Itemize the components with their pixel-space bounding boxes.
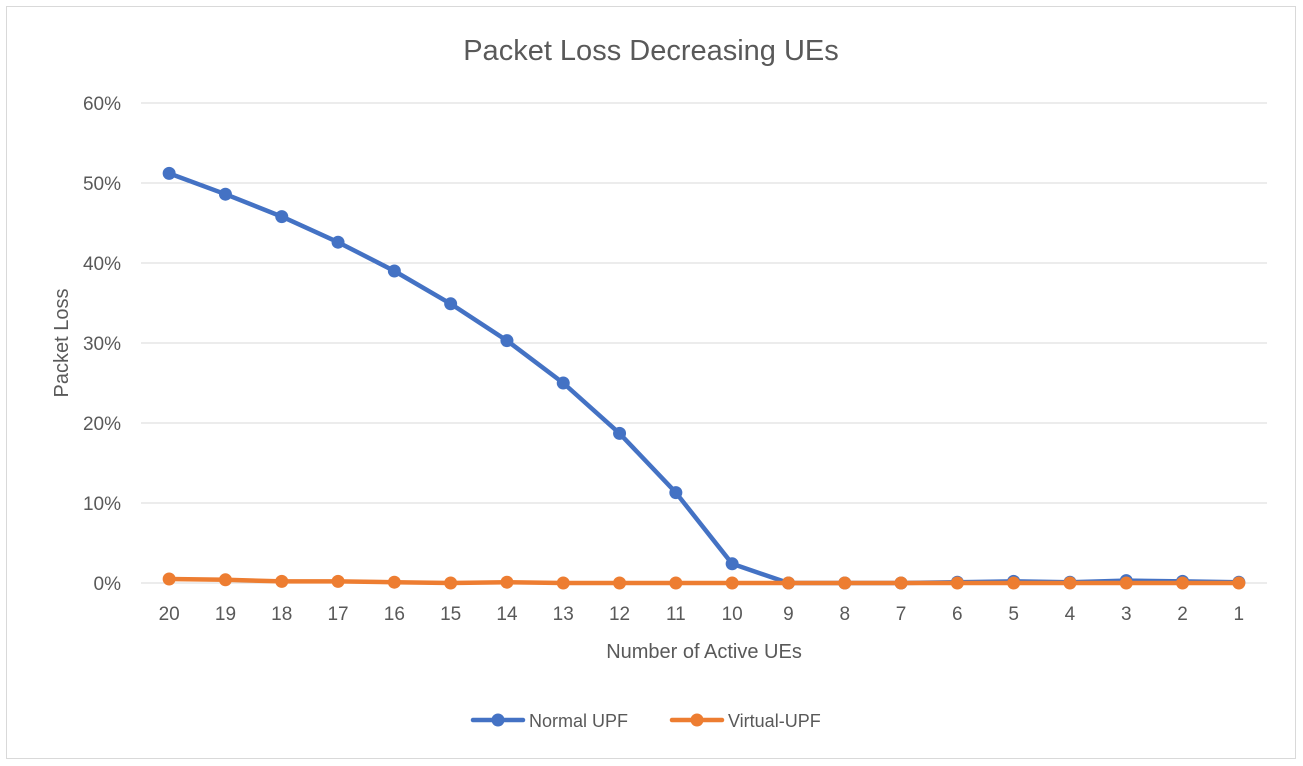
data-point bbox=[444, 576, 458, 590]
x-tick-label: 1 bbox=[1234, 604, 1245, 625]
data-point bbox=[781, 576, 795, 590]
x-tick-label: 9 bbox=[783, 604, 794, 625]
y-tick-label: 20% bbox=[83, 414, 121, 435]
data-point bbox=[218, 573, 232, 587]
data-point bbox=[162, 166, 176, 180]
data-point bbox=[387, 575, 401, 589]
legend-marker bbox=[690, 713, 704, 727]
x-tick-label: 17 bbox=[327, 604, 348, 625]
gridlines bbox=[141, 102, 1267, 584]
legend-label: Virtual-UPF bbox=[728, 711, 821, 731]
y-tick-label: 40% bbox=[83, 254, 121, 275]
legend-item: Normal UPF bbox=[470, 711, 628, 731]
data-point bbox=[1063, 576, 1077, 590]
series-line bbox=[166, 171, 1242, 586]
data-point bbox=[162, 572, 176, 586]
legend: Normal UPF Virtual-UPF bbox=[470, 711, 821, 731]
data-point bbox=[669, 486, 683, 500]
x-tick-label: 13 bbox=[553, 604, 574, 625]
y-tick-labels: 0% 10% 20% 30% 40% 50% 60% bbox=[83, 94, 121, 595]
data-point bbox=[275, 210, 289, 224]
data-point bbox=[500, 575, 514, 589]
x-tick-labels: 20 19 18 17 16 15 14 13 12 11 10 9 8 7 6 5 4 3 2 1 bbox=[159, 604, 1245, 625]
x-tick-label: 11 bbox=[666, 604, 686, 625]
data-point bbox=[1119, 576, 1133, 590]
y-tick-label: 10% bbox=[83, 494, 121, 515]
data-point bbox=[331, 235, 345, 249]
x-tick-label: 12 bbox=[609, 604, 630, 625]
data-point bbox=[894, 576, 908, 590]
x-tick-label: 6 bbox=[952, 604, 963, 625]
data-point bbox=[500, 334, 514, 348]
chart-title: Packet Loss Decreasing UEs bbox=[463, 35, 839, 67]
data-point bbox=[613, 576, 627, 590]
x-tick-label: 8 bbox=[839, 604, 850, 625]
data-point bbox=[838, 576, 852, 590]
y-axis-label: Packet Loss bbox=[51, 289, 73, 398]
x-tick-label: 3 bbox=[1121, 604, 1132, 625]
x-tick-label: 18 bbox=[271, 604, 292, 625]
series-virtual-upf bbox=[162, 572, 1246, 590]
x-tick-label: 7 bbox=[896, 604, 907, 625]
series-line bbox=[166, 576, 1242, 586]
y-tick-label: 50% bbox=[83, 174, 121, 195]
data-point bbox=[669, 576, 683, 590]
data-point bbox=[1232, 576, 1246, 590]
data-point bbox=[218, 187, 232, 201]
data-point bbox=[613, 426, 627, 440]
legend-label: Normal UPF bbox=[529, 711, 628, 731]
legend-item: Virtual-UPF bbox=[669, 711, 821, 731]
series-normal-upf bbox=[162, 166, 1246, 590]
data-point bbox=[1176, 576, 1190, 590]
x-tick-label: 20 bbox=[159, 604, 180, 625]
data-point bbox=[556, 576, 570, 590]
data-point bbox=[331, 574, 345, 588]
x-tick-label: 15 bbox=[440, 604, 461, 625]
data-point bbox=[444, 297, 458, 311]
data-point bbox=[950, 576, 964, 590]
data-point bbox=[387, 264, 401, 278]
x-tick-label: 16 bbox=[384, 604, 405, 625]
y-tick-label: 30% bbox=[83, 334, 121, 355]
x-axis-label: Number of Active UEs bbox=[606, 641, 802, 663]
y-tick-label: 0% bbox=[94, 574, 122, 595]
data-point bbox=[275, 574, 289, 588]
x-tick-label: 10 bbox=[722, 604, 743, 625]
x-tick-label: 19 bbox=[215, 604, 236, 625]
data-point bbox=[556, 376, 570, 390]
chart-frame bbox=[6, 6, 1296, 759]
data-point bbox=[725, 576, 739, 590]
legend-marker bbox=[491, 713, 505, 727]
x-tick-label: 5 bbox=[1008, 604, 1019, 625]
y-tick-label: 60% bbox=[83, 94, 121, 115]
series-group bbox=[162, 166, 1246, 590]
x-tick-label: 14 bbox=[496, 604, 518, 625]
data-point bbox=[725, 557, 739, 571]
x-tick-label: 4 bbox=[1065, 604, 1076, 625]
data-point bbox=[1007, 576, 1021, 590]
x-tick-label: 2 bbox=[1177, 604, 1188, 625]
